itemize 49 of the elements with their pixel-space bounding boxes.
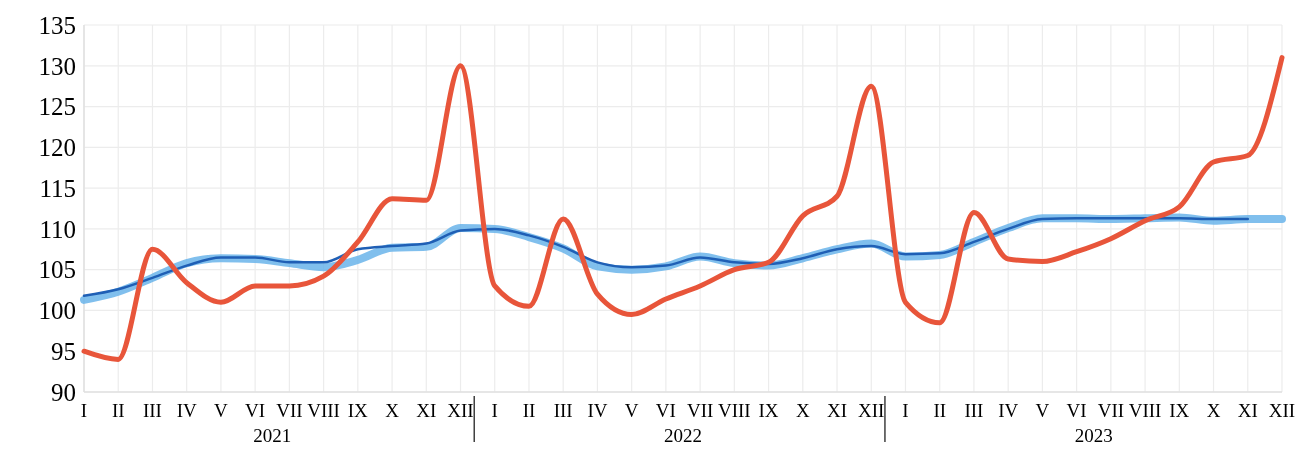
x-tick-label: X — [385, 400, 400, 421]
y-tick-label: 100 — [38, 297, 76, 325]
x-tick-label: XII — [1268, 400, 1296, 421]
y-tick-label: 120 — [38, 134, 76, 162]
x-tick-label: X — [1206, 400, 1221, 421]
x-tick-label: II — [111, 400, 125, 421]
x-tick-label: X — [795, 400, 810, 421]
x-tick-label: XII — [447, 400, 474, 421]
x-tick-label: XI — [1237, 400, 1258, 421]
x-tick-label: VIII — [717, 400, 751, 421]
x-tick-label: IV — [587, 400, 608, 421]
y-tick-label: 115 — [39, 174, 76, 202]
x-tick-label: IV — [998, 400, 1019, 421]
x-tick-label: IX — [758, 400, 779, 421]
x-tick-label: III — [142, 400, 162, 421]
y-tick-label: 95 — [51, 337, 76, 365]
x-tick-label: II — [522, 400, 536, 421]
x-tick-label: VII — [686, 400, 714, 421]
x-tick-label: V — [1035, 400, 1050, 421]
y-tick-label: 125 — [38, 93, 76, 121]
y-tick-label: 130 — [38, 52, 76, 80]
x-tick-label: XI — [416, 400, 437, 421]
x-tick-label: VIII — [1128, 400, 1162, 421]
x-tick-label: VI — [655, 400, 676, 421]
x-tick-label: VI — [245, 400, 266, 421]
y-tick-label: 90 — [51, 378, 76, 406]
x-tick-label: VII — [1097, 400, 1125, 421]
x-tick-label: VIII — [307, 400, 340, 421]
x-tick-label: III — [964, 400, 984, 421]
x-tick-label: VII — [276, 400, 303, 421]
x-tick-label: II — [933, 400, 947, 421]
x-tick-label: IX — [347, 400, 369, 421]
x-tick-label: V — [214, 400, 229, 421]
x-tick-label: I — [902, 400, 909, 421]
x-tick-label: XII — [858, 400, 885, 421]
y-tick-label: 105 — [38, 256, 76, 284]
x-tick-label: IV — [176, 400, 197, 421]
x-tick-label: I — [491, 400, 498, 421]
x-tick-label: XI — [827, 400, 848, 421]
text: 2022 — [664, 425, 702, 446]
y-tick-label: 110 — [39, 215, 76, 243]
y-tick-label: 135 — [38, 11, 76, 39]
x-tick-label: V — [624, 400, 639, 421]
x-tick-label: III — [553, 400, 573, 421]
text: 2023 — [1074, 425, 1113, 446]
x-tick-label: IX — [1169, 400, 1190, 421]
text: 2021 — [253, 425, 292, 446]
x-tick-label: I — [80, 400, 88, 421]
x-tick-label: VI — [1066, 400, 1087, 421]
